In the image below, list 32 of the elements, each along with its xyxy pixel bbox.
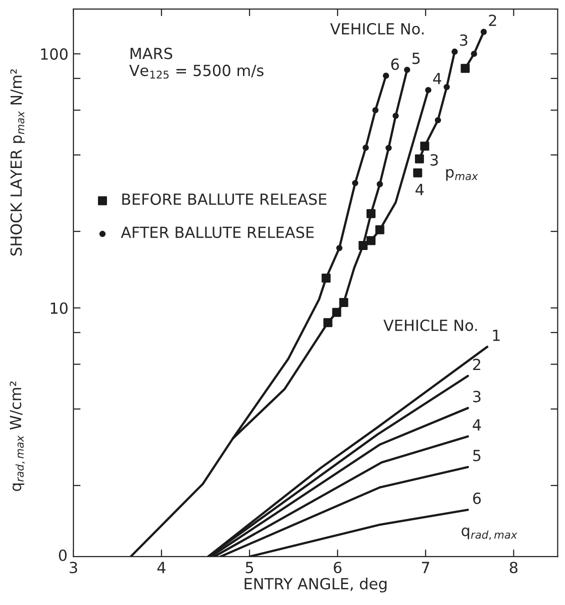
annotation: VEHICLE No. xyxy=(383,320,477,332)
annotation: MARS Ve$_{125}$ = 5500 m/s xyxy=(129,48,264,79)
series-label: 2 xyxy=(473,358,480,370)
series-label: 5 xyxy=(412,52,420,64)
y-tick-label: 100 xyxy=(41,48,68,60)
text: 0 xyxy=(58,549,67,562)
legend-label: AFTER BALLUTE RELEASE xyxy=(120,226,314,238)
annotation: q$_{rad,max}$ xyxy=(462,528,518,540)
series-label: 4 xyxy=(472,419,481,430)
y-axis-title: SHOCK LAYER p$_{max}$ N/m² xyxy=(10,69,25,256)
series-label: 4 xyxy=(433,72,442,84)
x-tick-label: 6 xyxy=(334,562,342,574)
series-label: 6 xyxy=(473,492,481,504)
y-axis-title: q$_{rad,max}$ W/cm² xyxy=(10,381,25,491)
series-label: 3 xyxy=(460,34,468,46)
annotation: 3 xyxy=(430,154,438,166)
y-tick-label: 10 xyxy=(50,302,68,314)
x-tick-label: 3 xyxy=(70,562,78,574)
x-axis-title: ENTRY ANGLE, deg xyxy=(244,578,386,592)
series-label: 1 xyxy=(493,330,500,341)
x-tick-label: 7 xyxy=(422,562,430,574)
annotation: VEHICLE No. xyxy=(330,23,424,35)
series-label: 5 xyxy=(473,450,480,462)
annotation: p$_{max}$ xyxy=(446,168,478,181)
x-tick-label: 8 xyxy=(510,562,518,574)
annotation: 4 xyxy=(416,184,424,196)
series-label: 6 xyxy=(391,58,399,70)
x-tick-label: 5 xyxy=(246,562,254,574)
series-label: 2 xyxy=(488,14,496,26)
series-label: 3 xyxy=(473,390,481,402)
x-tick-label: 4 xyxy=(157,562,166,574)
legend-label: BEFORE BALLUTE RELEASE xyxy=(122,193,326,206)
